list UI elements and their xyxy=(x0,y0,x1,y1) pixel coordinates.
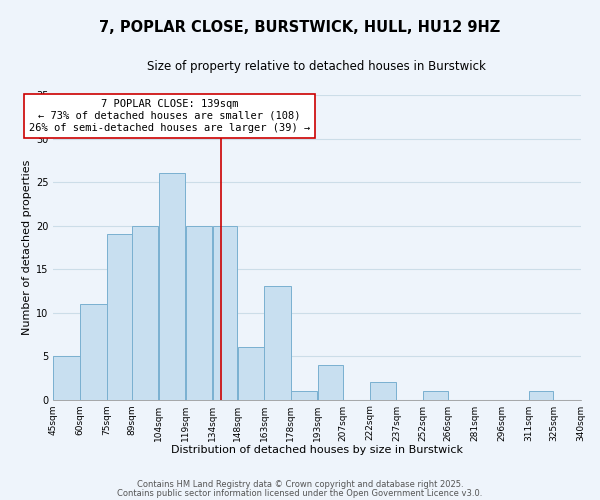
Bar xyxy=(291,391,317,400)
Title: Size of property relative to detached houses in Burstwick: Size of property relative to detached ho… xyxy=(148,60,486,73)
Bar xyxy=(80,304,107,400)
Y-axis label: Number of detached properties: Number of detached properties xyxy=(22,160,32,335)
Bar xyxy=(212,226,237,400)
Text: Contains public sector information licensed under the Open Government Licence v3: Contains public sector information licen… xyxy=(118,488,482,498)
Bar xyxy=(265,286,290,400)
Bar xyxy=(132,226,158,400)
Bar xyxy=(107,234,131,400)
X-axis label: Distribution of detached houses by size in Burstwick: Distribution of detached houses by size … xyxy=(171,445,463,455)
Bar xyxy=(53,356,80,400)
Bar xyxy=(159,174,185,400)
Bar xyxy=(238,348,264,400)
Bar xyxy=(186,226,212,400)
Bar xyxy=(529,391,553,400)
Text: 7, POPLAR CLOSE, BURSTWICK, HULL, HU12 9HZ: 7, POPLAR CLOSE, BURSTWICK, HULL, HU12 9… xyxy=(100,20,500,35)
Text: 7 POPLAR CLOSE: 139sqm
← 73% of detached houses are smaller (108)
26% of semi-de: 7 POPLAR CLOSE: 139sqm ← 73% of detached… xyxy=(29,100,310,132)
Text: Contains HM Land Registry data © Crown copyright and database right 2025.: Contains HM Land Registry data © Crown c… xyxy=(137,480,463,489)
Bar xyxy=(424,391,448,400)
Bar xyxy=(318,365,343,400)
Bar xyxy=(370,382,396,400)
